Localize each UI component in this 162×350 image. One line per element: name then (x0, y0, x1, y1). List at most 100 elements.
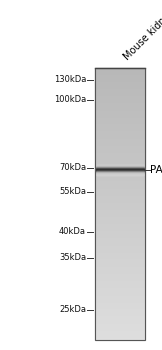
Bar (95, 320, 145, 321)
Bar (95, 176, 145, 177)
Bar (95, 160, 145, 161)
Bar (95, 253, 145, 254)
Bar (95, 142, 145, 143)
Bar (95, 87, 145, 88)
Bar (95, 269, 145, 270)
Bar (95, 204, 145, 205)
Bar (95, 201, 145, 202)
Bar (95, 192, 145, 193)
Bar (95, 316, 145, 317)
Bar (95, 72, 145, 74)
Bar (95, 147, 145, 148)
Bar (95, 126, 145, 127)
Bar (95, 221, 145, 222)
Bar (95, 302, 145, 303)
Bar (95, 175, 145, 176)
Bar (95, 111, 145, 112)
Bar (95, 134, 145, 135)
Bar (95, 223, 145, 224)
Text: Mouse kidney: Mouse kidney (122, 7, 162, 62)
Bar (95, 150, 145, 152)
Bar (95, 82, 145, 83)
Bar (95, 229, 145, 230)
Bar (95, 259, 145, 260)
Bar (95, 191, 145, 192)
Bar (95, 97, 145, 98)
Bar (95, 232, 145, 233)
Bar (95, 318, 145, 319)
Bar (95, 279, 145, 280)
Bar (95, 283, 145, 284)
Bar (95, 162, 145, 163)
Bar (95, 280, 145, 281)
Bar (95, 78, 145, 79)
Bar (95, 140, 145, 141)
Bar (95, 336, 145, 337)
Bar (95, 213, 145, 214)
Bar (95, 185, 145, 186)
Bar (95, 252, 145, 253)
Bar (95, 153, 145, 154)
Bar (95, 149, 145, 150)
Bar (95, 117, 145, 118)
Bar (95, 260, 145, 261)
Bar (95, 164, 145, 165)
Bar (95, 226, 145, 227)
Bar (95, 323, 145, 324)
Bar (95, 85, 145, 86)
Bar (95, 158, 145, 159)
Bar (95, 326, 145, 327)
Bar (95, 276, 145, 278)
Bar (95, 141, 145, 142)
Bar (95, 173, 145, 174)
Bar (95, 315, 145, 316)
Bar (95, 91, 145, 92)
Bar (95, 195, 145, 196)
Bar (95, 189, 145, 190)
Bar (95, 219, 145, 220)
Bar (95, 124, 145, 125)
Bar (95, 222, 145, 223)
Bar (95, 177, 145, 178)
Bar (95, 257, 145, 258)
Bar (95, 94, 145, 95)
Bar (95, 244, 145, 245)
Bar (95, 335, 145, 336)
Bar (95, 218, 145, 219)
Bar (95, 184, 145, 185)
Bar (95, 234, 145, 235)
Bar (95, 241, 145, 242)
Bar (95, 285, 145, 286)
Bar (95, 76, 145, 77)
Bar (95, 100, 145, 101)
Bar (95, 324, 145, 326)
Bar (95, 267, 145, 268)
Bar (95, 210, 145, 211)
Bar (95, 274, 145, 275)
Bar (95, 255, 145, 256)
Bar (95, 116, 145, 117)
Bar (95, 333, 145, 334)
Bar (95, 251, 145, 252)
Bar (95, 118, 145, 119)
Bar (95, 133, 145, 134)
Text: 70kDa: 70kDa (59, 163, 86, 173)
Bar (95, 207, 145, 208)
Bar (95, 254, 145, 255)
Bar (95, 310, 145, 311)
Bar (95, 68, 145, 340)
Bar (95, 243, 145, 244)
Bar (95, 167, 145, 168)
Bar (95, 99, 145, 100)
Bar (95, 208, 145, 209)
Bar (95, 104, 145, 105)
Bar (95, 291, 145, 292)
Bar (95, 301, 145, 302)
Bar (95, 261, 145, 262)
Bar (95, 98, 145, 99)
Bar (95, 258, 145, 259)
Bar (95, 322, 145, 323)
Bar (95, 178, 145, 180)
Bar (95, 294, 145, 295)
Bar (95, 268, 145, 269)
